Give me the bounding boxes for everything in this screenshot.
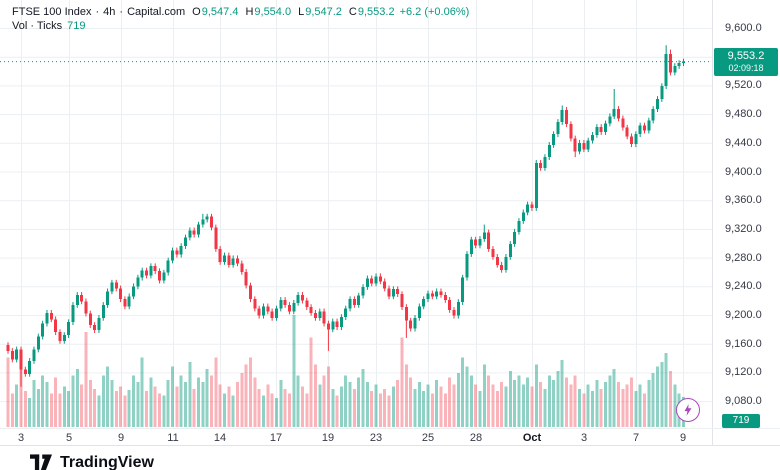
time-axis-label: 9 [679,432,687,444]
price-tick-label: 9,480.0 [725,108,762,121]
last-price-badge: 9,553.2 02:09:18 [714,47,778,76]
lightning-bolt-icon [684,404,692,416]
low-value: 9,547.2 [305,6,342,18]
volume-indicator-value: 719 [67,20,86,32]
time-axis-label: 25 [421,432,435,444]
time-axis-label: 17 [269,432,283,444]
price-tick-label: 9,200.0 [725,309,762,321]
footer-bar: TradingView [0,446,780,470]
price-tick-label: 9,600.0 [725,22,762,34]
high-value: 9,554.0 [254,6,292,18]
legend-separator: · [119,6,124,18]
time-axis-label: 28 [469,432,483,444]
legend-symbol-row: FTSE 100 Index · 4h · Capital.com O 9,54… [12,5,469,19]
footer-separator [0,445,780,446]
last-price-value: 9,553.2 [727,49,765,62]
chart-pane[interactable] [0,0,712,428]
volume-indicator-label[interactable]: Vol · Ticks [12,20,63,32]
price-tick-label: 9,240.0 [725,280,762,293]
high-label: H [245,6,254,18]
candlestick-chart[interactable] [0,0,712,428]
bar-countdown: 02:09:18 [728,62,764,73]
close-label: C [348,6,357,18]
time-axis-label: 14 [213,432,227,444]
provider-label[interactable]: Capital.com [127,6,186,18]
price-tick-label: 9,320.0 [725,222,762,235]
change-value: +6.2 (+0.06%) [399,6,470,18]
time-axis-label: 7 [632,432,640,444]
symbol-name[interactable]: FTSE 100 Index [12,6,92,18]
price-tick-label: 9,280.0 [725,251,762,264]
price-tick-label: 9,160.0 [725,337,762,350]
open-value: 9,547.4 [201,6,239,18]
close-value: 9,553.2 [357,6,395,18]
last-volume-badge: 719 [722,414,760,428]
time-axis-label: 3 [17,432,25,444]
time-axis-label: 5 [65,432,73,444]
price-axis-separator [712,0,713,446]
price-tick-label: 9,440.0 [725,136,762,149]
tradingview-logo-icon [30,454,52,470]
interval-label[interactable]: 4h [103,6,116,18]
time-axis-label: 11 [167,432,179,444]
price-tick-label: 9,120.0 [725,366,762,379]
legend-volume-row: Vol · Ticks 719 [12,19,469,33]
time-axis-separator [0,428,780,429]
tradingview-logo[interactable]: TradingView [30,454,154,470]
time-axis-label: 19 [321,432,335,444]
time-axis-label: 3 [580,432,588,444]
legend-separator: · [95,6,100,18]
chart-legend: FTSE 100 Index · 4h · Capital.com O 9,54… [12,5,469,33]
time-axis-label: 23 [369,432,383,444]
price-tick-label: 9,080.0 [725,395,762,408]
low-label: L [298,6,305,18]
price-tick-label: 9,520.0 [725,79,762,92]
price-tick-label: 9,360.0 [725,194,762,207]
open-label: O [192,6,201,18]
time-axis-label: 9 [117,432,125,444]
instant-trading-button[interactable] [676,398,700,422]
price-tick-label: 9,400.0 [725,165,762,178]
time-axis-label: Oct [522,432,542,444]
tradingview-brand-text: TradingView [60,454,154,470]
time-axis[interactable]: 3 5 9 11 14 17 19 23 25 28 Oct 3 7 9 [0,429,712,445]
